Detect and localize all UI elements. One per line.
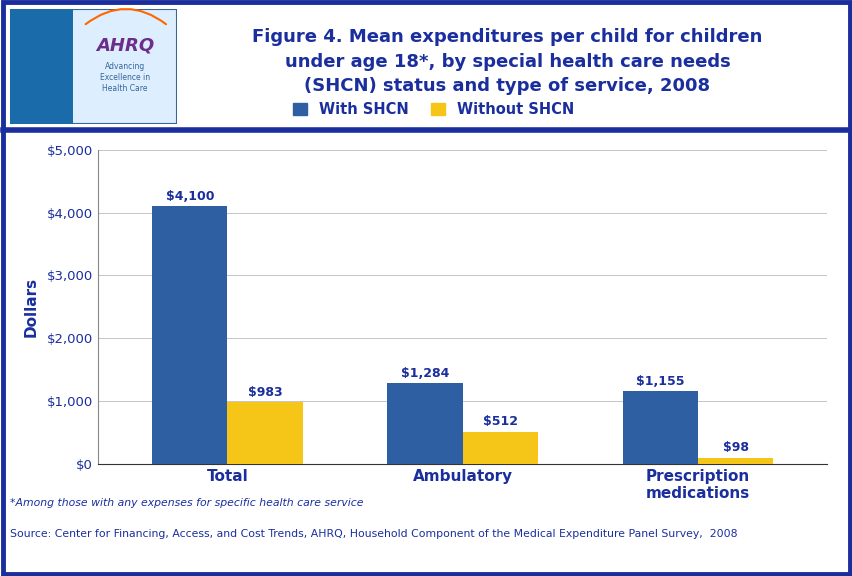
Text: $4,100: $4,100 bbox=[165, 190, 214, 203]
Text: *Among those with any expenses for specific health care service: *Among those with any expenses for speci… bbox=[10, 498, 363, 508]
Text: Figure 4. Mean expenditures per child for children
under age 18*, by special hea: Figure 4. Mean expenditures per child fo… bbox=[252, 28, 762, 95]
Legend: With SHCN, Without SHCN: With SHCN, Without SHCN bbox=[292, 102, 573, 117]
Bar bbox=[227, 402, 302, 464]
Text: Source: Center for Financing, Access, and Cost Trends, AHRQ, Household Component: Source: Center for Financing, Access, an… bbox=[10, 529, 737, 539]
Text: Advancing
Excellence in
Health Care: Advancing Excellence in Health Care bbox=[100, 62, 150, 93]
Bar bbox=[462, 431, 538, 464]
Text: $512: $512 bbox=[482, 415, 517, 428]
Text: $1,155: $1,155 bbox=[636, 375, 684, 388]
Bar bbox=[10, 9, 73, 124]
Text: $1,284: $1,284 bbox=[400, 366, 449, 380]
Y-axis label: Dollars: Dollars bbox=[24, 276, 38, 337]
Text: AHRQ: AHRQ bbox=[95, 36, 154, 55]
Bar bbox=[387, 383, 462, 464]
Text: $983: $983 bbox=[248, 385, 282, 399]
Bar bbox=[152, 206, 227, 464]
Bar bbox=[697, 457, 773, 464]
Bar bbox=[622, 391, 697, 464]
Text: $98: $98 bbox=[722, 441, 748, 454]
